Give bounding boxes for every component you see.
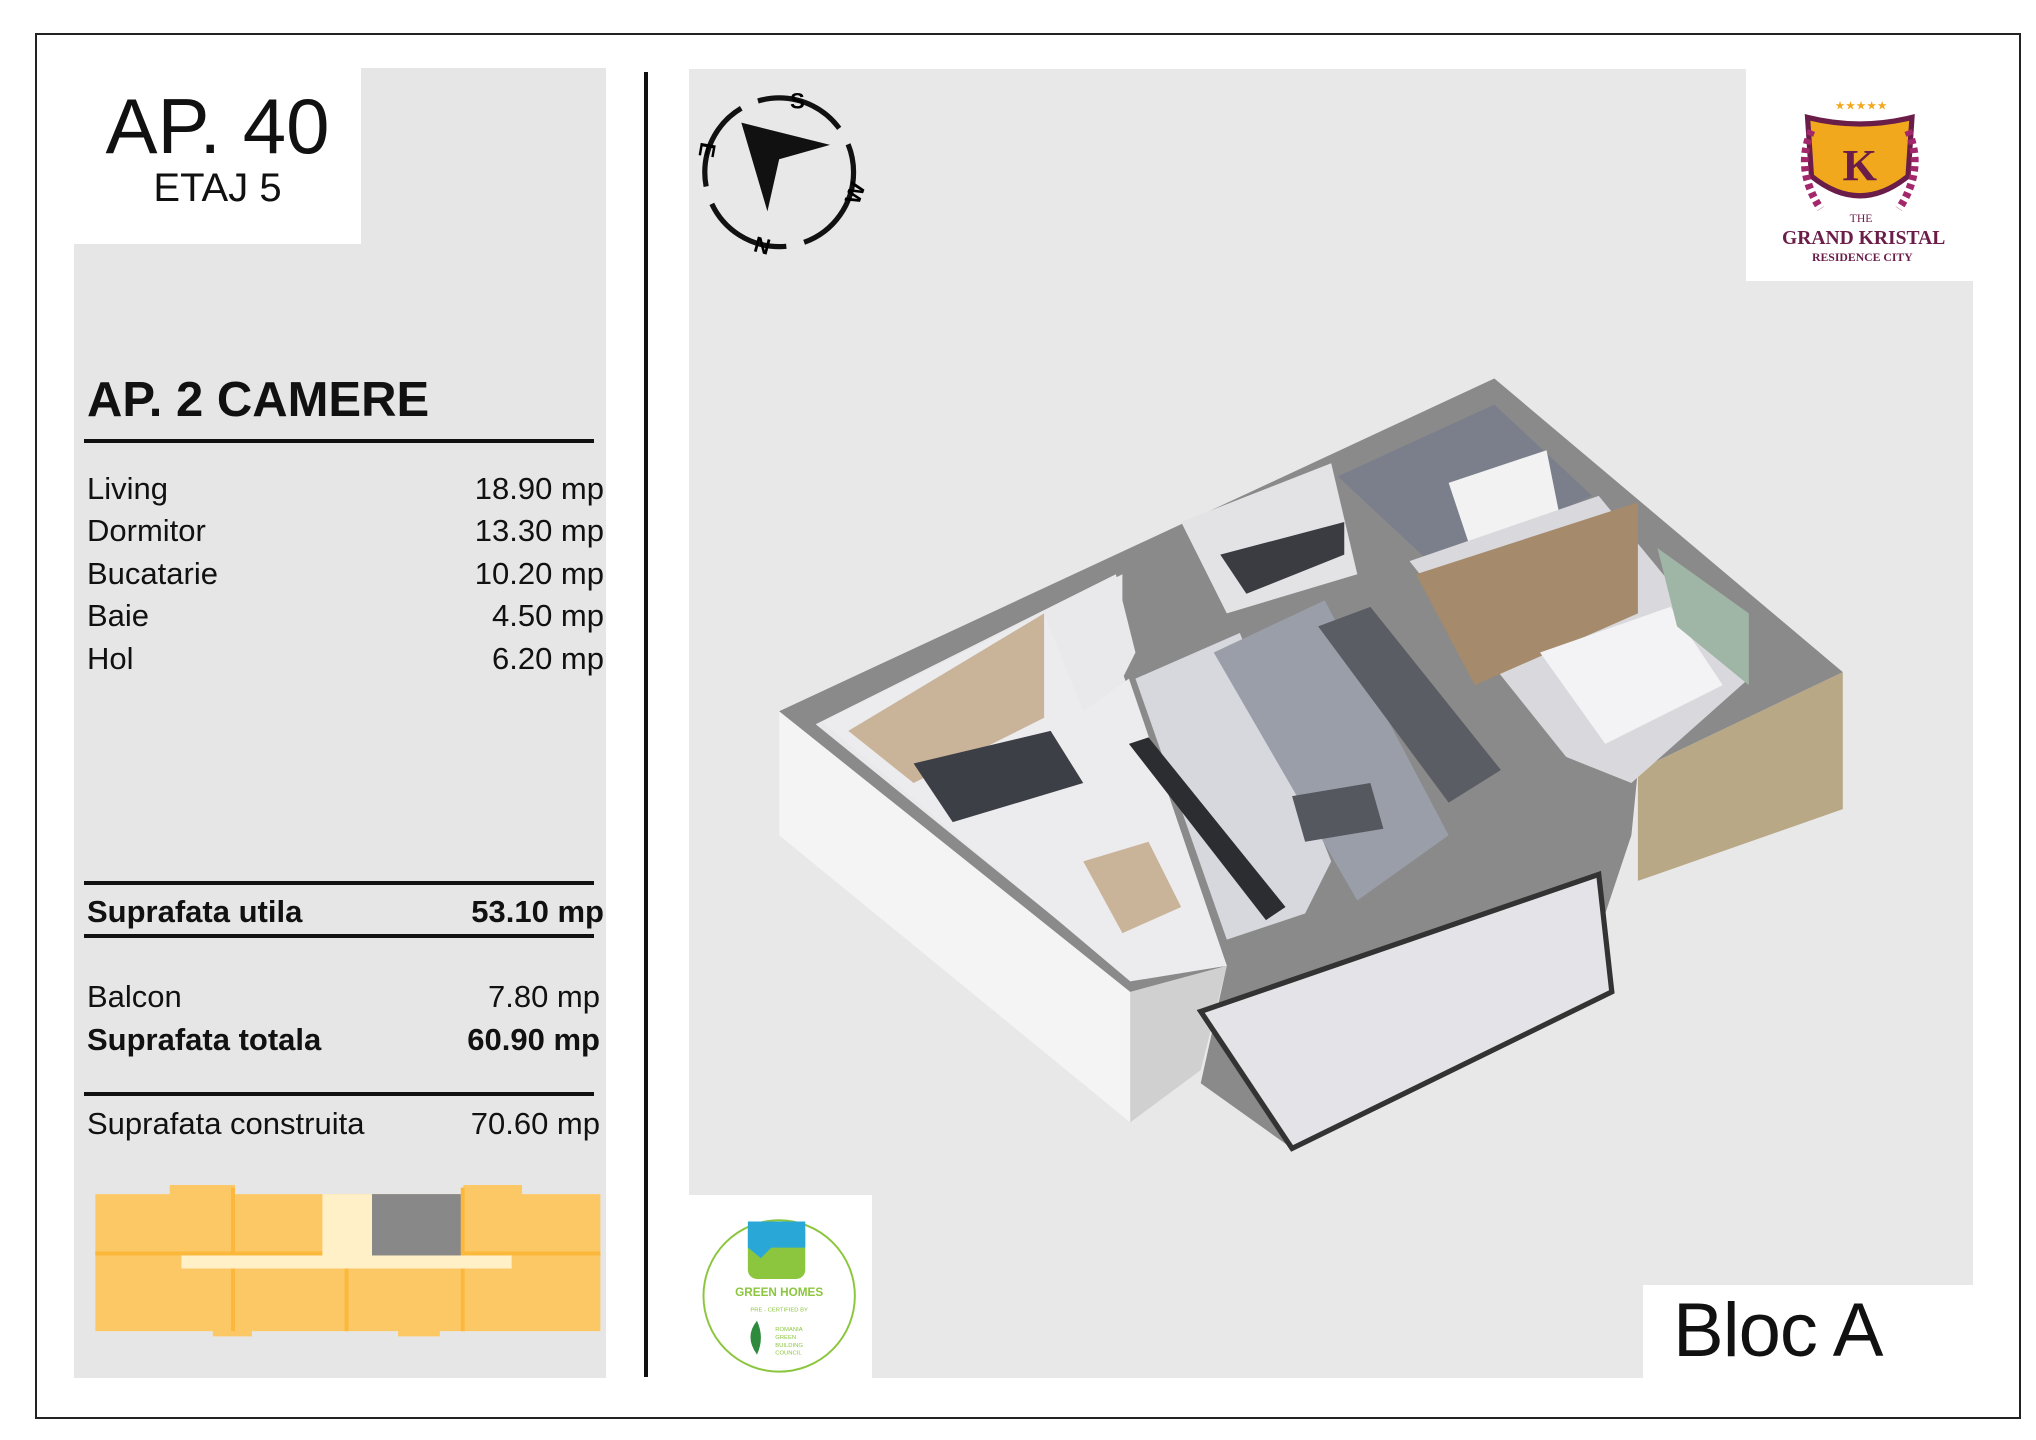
badge-ring	[702, 1219, 856, 1373]
arrow-icon	[747, 1221, 806, 1259]
room-row-baie: Baie 4.50 mp	[87, 596, 604, 636]
laurel-right-icon	[1895, 128, 1919, 211]
leaf-icon	[750, 1320, 761, 1355]
grand-kristal-logo: K ★★★★★ THE GRAND KRISTAL RESIDENCE CITY	[1782, 100, 1945, 264]
built-area-row: Suprafata construita 70.60 mp	[87, 1104, 600, 1144]
room-hallway	[1135, 632, 1332, 940]
brand-line1: THE	[1850, 212, 1873, 225]
kitchen-table	[1292, 783, 1384, 842]
divider-line	[84, 1092, 594, 1096]
usable-area-label: Suprafata utila	[87, 894, 303, 929]
usable-area-value: 53.10 mp	[471, 894, 604, 929]
brand-line3: RESIDENCE CITY	[1812, 251, 1913, 264]
balcony-label: Balcon	[87, 979, 182, 1014]
room-area: 18.90 mp	[474, 471, 604, 506]
building-line	[344, 1263, 349, 1332]
total-area-row: Suprafata totala 60.90 mp	[87, 1020, 600, 1060]
council-line: BUILDING	[775, 1343, 803, 1349]
bathtub	[1448, 450, 1560, 542]
compass-icon: S W N E	[693, 88, 870, 259]
badge-title: GREEN HOMES	[735, 1286, 823, 1299]
room-label: Bucatarie	[87, 556, 218, 591]
tv-unit	[1128, 737, 1286, 921]
badge-subtitle: PRE - CERTIFIED BY	[750, 1308, 808, 1314]
balcony-row: Balcon 7.80 mp	[87, 977, 600, 1017]
divider-line	[84, 439, 594, 443]
council-line: GREEN	[775, 1335, 796, 1341]
green-homes-badge: GREEN HOMES PRE - CERTIFIED BY ROMANIA G…	[702, 1219, 856, 1373]
room-label: Hol	[87, 641, 134, 676]
built-area-value: 70.60 mp	[470, 1106, 600, 1141]
room-label: Living	[87, 471, 168, 506]
building-block	[398, 1328, 440, 1337]
room-row-living: Living 18.90 mp	[87, 469, 604, 509]
balcony	[1196, 870, 1615, 1152]
total-area-label: Suprafata totala	[87, 1022, 322, 1057]
room-storage	[1181, 463, 1358, 614]
compass-east: E	[693, 141, 720, 160]
apartment-title-box: AP. 40 ETAJ 5	[74, 68, 361, 244]
curtain	[1657, 548, 1749, 686]
building-key-plan	[95, 1184, 601, 1337]
room-area: 4.50 mp	[491, 598, 604, 633]
apartment-type-heading: AP. 2 CAMERE	[87, 373, 430, 427]
bed	[1540, 606, 1723, 744]
wardrobe	[1416, 502, 1638, 686]
floor-plan-render	[779, 378, 1843, 1152]
room-label: Dormitor	[87, 513, 206, 548]
highlighted-unit	[371, 1194, 461, 1256]
building-corridor	[181, 1255, 512, 1269]
room-kitchen	[1213, 600, 1449, 901]
info-panel	[74, 68, 606, 1378]
building-block	[212, 1328, 252, 1337]
compass-north: N	[751, 232, 773, 260]
council-line: ROMANIA	[775, 1327, 802, 1333]
room-label: Baie	[87, 598, 150, 633]
divider-line	[84, 881, 594, 885]
brand-line2: GRAND KRISTAL	[1782, 228, 1945, 249]
divider-line	[84, 934, 594, 938]
room-row-bucatarie: Bucatarie 10.20 mp	[87, 554, 604, 594]
balcony-value: 7.80 mp	[487, 979, 600, 1014]
block-label: Bloc A	[1673, 1288, 1883, 1373]
laurel-left-icon	[1800, 128, 1824, 211]
council-line: COUNCIL	[775, 1351, 802, 1357]
built-area-label: Suprafata construita	[87, 1106, 365, 1141]
dining-table	[913, 730, 1084, 823]
usable-area-row: Suprafata utila 53.10 mp	[87, 892, 604, 932]
apartment-number: AP. 40	[105, 82, 330, 170]
room-area: 6.20 mp	[491, 641, 604, 676]
building-block	[169, 1184, 235, 1199]
room-area: 13.30 mp	[474, 513, 604, 548]
compass-south: S	[790, 88, 805, 113]
floor-label: ETAJ 5	[153, 166, 282, 210]
crest-shield-icon	[1804, 114, 1915, 199]
block-label-box: Bloc A	[1643, 1285, 1973, 1378]
page-frame	[35, 33, 2021, 1419]
exterior-wall-right	[1637, 672, 1843, 881]
living-sideboard	[1083, 841, 1182, 934]
kitchen-counter	[1318, 606, 1501, 803]
room-area: 10.20 mp	[474, 556, 604, 591]
total-area-value: 60.90 mp	[467, 1022, 600, 1057]
exterior-wall-left	[779, 711, 1131, 1123]
room-row-hol: Hol 6.20 mp	[87, 639, 604, 679]
building-block	[463, 1184, 523, 1199]
room-row-dormitor: Dormitor 13.30 mp	[87, 511, 604, 551]
compass-arrow	[741, 122, 831, 212]
exterior-wall-corner	[1130, 965, 1227, 1123]
vertical-divider	[644, 72, 648, 1377]
living-wood-wall	[848, 613, 1045, 784]
crest-monogram-icon: K	[1843, 140, 1878, 190]
desk	[1220, 522, 1345, 594]
building-stair-core	[322, 1194, 372, 1260]
stars-icon: ★★★★★	[1835, 100, 1888, 113]
compass-ring	[702, 95, 857, 250]
